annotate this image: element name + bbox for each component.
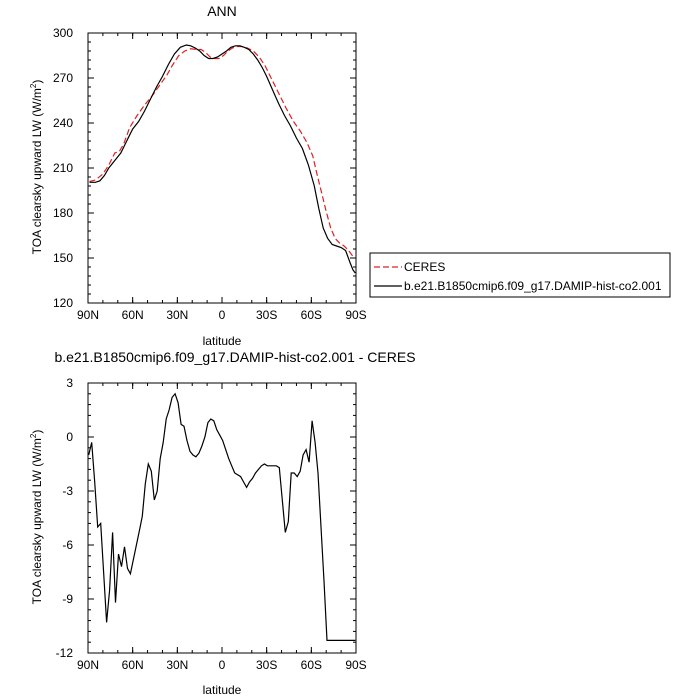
- x-tick-label: 60S: [301, 658, 322, 672]
- plot-frame: [87, 382, 357, 654]
- series-line-model: [89, 44, 356, 274]
- series-line-ceres: [89, 45, 355, 259]
- y-axis-label-close: ): [30, 430, 44, 434]
- bottom-panel: b.e21.B1850cmip6.f09_g17.DAMIP-hist-co2.…: [29, 349, 416, 697]
- y-tick-label: 210: [53, 161, 73, 175]
- y-tick-label: 270: [53, 71, 73, 85]
- x-axis-label: latitude: [203, 334, 242, 348]
- y-axis-label-main: TOA clearsky upward LW (W/m: [30, 88, 44, 254]
- y-axis-label-main: TOA clearsky upward LW (W/m: [30, 438, 44, 604]
- x-tick-label: 90N: [77, 658, 99, 672]
- y-tick-label: -9: [62, 592, 73, 606]
- top-panel: ANN latitude TOA clearsky upward LW (W/m…: [29, 3, 671, 348]
- y-tick-label: 120: [53, 296, 73, 310]
- y-tick-label: 3: [66, 376, 73, 390]
- y-axis-label: TOA clearsky upward LW (W/m2): [29, 430, 44, 605]
- x-tick-label: 90S: [345, 308, 366, 322]
- x-tick-label: 0: [219, 308, 226, 322]
- x-tick-label: 60N: [122, 658, 144, 672]
- x-tick-label: 60N: [122, 308, 144, 322]
- legend-box: [369, 252, 671, 298]
- panel-title: b.e21.B1850cmip6.f09_g17.DAMIP-hist-co2.…: [54, 349, 415, 365]
- x-tick-label: 30S: [256, 658, 277, 672]
- legend-label: CERES: [404, 260, 445, 274]
- y-axis-label-superscript: 2: [29, 433, 38, 438]
- y-tick-label: 180: [53, 206, 73, 220]
- y-axis-label: TOA clearsky upward LW (W/m2): [29, 80, 44, 255]
- y-tick-label: 240: [53, 116, 73, 130]
- series-line-model: [88, 392, 356, 642]
- plot-frame: [87, 32, 357, 304]
- x-tick-label: 0: [219, 658, 226, 672]
- x-tick-label: 30N: [166, 308, 188, 322]
- x-tick-label: 30S: [256, 308, 277, 322]
- y-tick-label: 0: [66, 430, 73, 444]
- panel-title: ANN: [207, 3, 237, 19]
- y-tick-label: 300: [53, 26, 73, 40]
- y-tick-label: 150: [53, 251, 73, 265]
- legend-label: b.e21.B1850cmip6.f09_g17.DAMIP-hist-co2.…: [404, 279, 662, 293]
- x-axis-label: latitude: [203, 683, 242, 697]
- x-tick-label: 30N: [166, 658, 188, 672]
- legend: CERES b.e21.B1850cmip6.f09_g17.DAMIP-hist…: [369, 252, 671, 298]
- x-tick-label: 60S: [301, 308, 322, 322]
- y-axis-label-superscript: 2: [29, 83, 38, 88]
- y-tick-label: -12: [56, 646, 74, 660]
- y-tick-label: -3: [62, 484, 73, 498]
- y-tick-label: -6: [62, 538, 73, 552]
- x-tick-label: 90S: [345, 658, 366, 672]
- y-axis-label-close: ): [30, 80, 44, 84]
- x-tick-label: 90N: [77, 308, 99, 322]
